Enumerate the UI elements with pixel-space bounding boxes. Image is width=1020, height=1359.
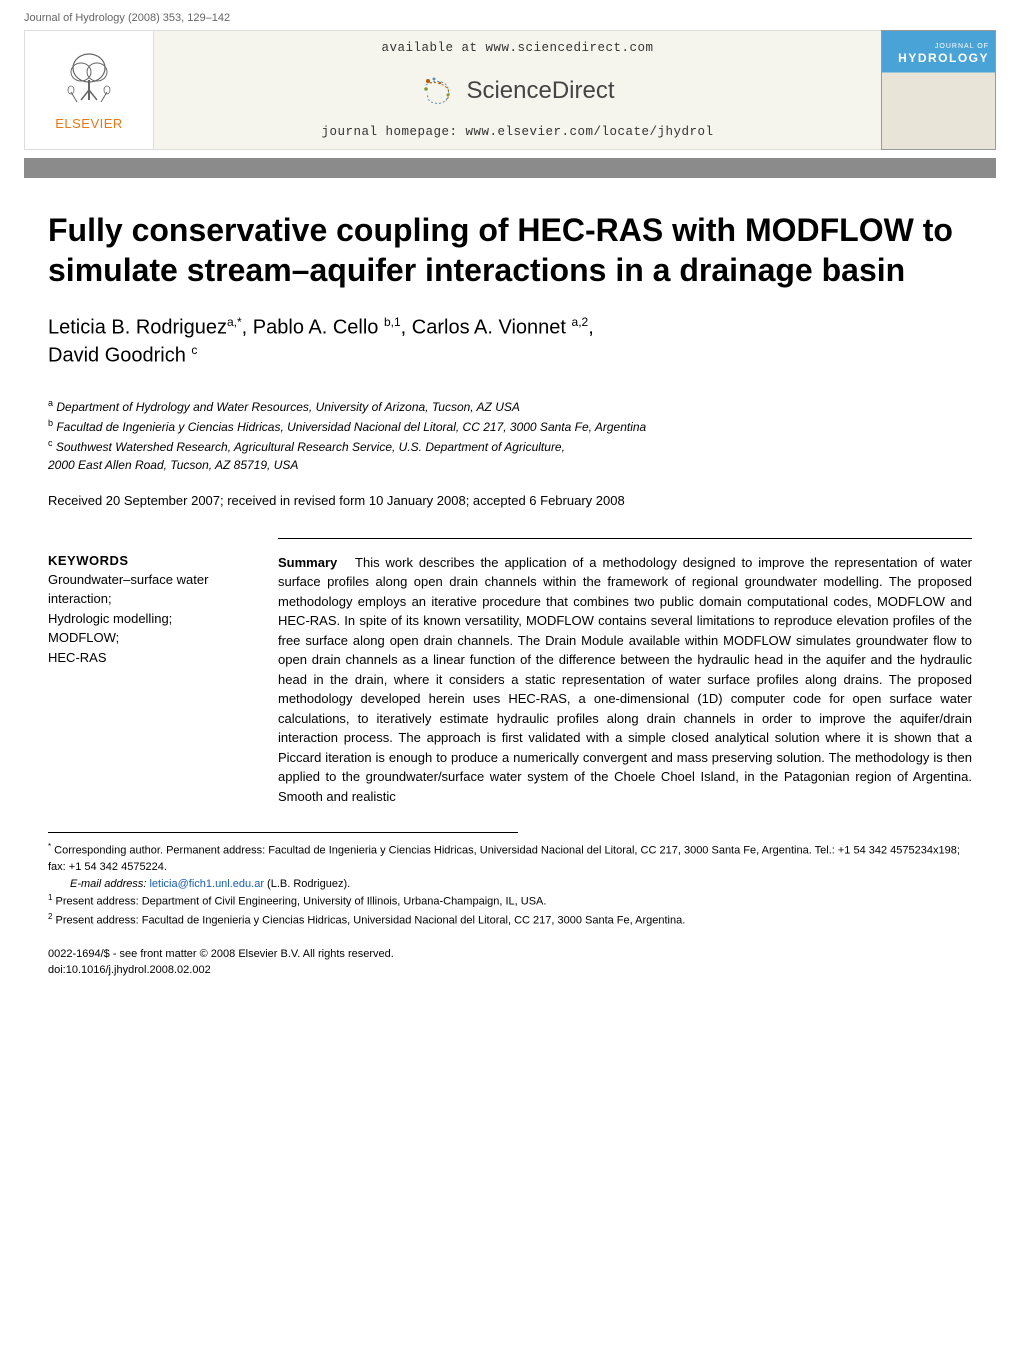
- footnotes: * Corresponding author. Permanent addres…: [48, 832, 518, 928]
- journal-cover-thumbnail: JOURNAL OF HYDROLOGY: [881, 30, 996, 150]
- author-4-sup: c: [191, 343, 197, 357]
- sciencedirect-swirl-icon: [420, 73, 456, 109]
- keywords-column: KEYWORDS Groundwater–surface water inter…: [48, 553, 238, 807]
- author-email-link[interactable]: leticia@fich1.unl.edu.ar: [149, 878, 264, 890]
- footnote-1: 1 Present address: Department of Civil E…: [48, 892, 972, 910]
- author-sep-2: , Carlos A. Vionnet: [401, 317, 572, 339]
- summary-body: This work describes the application of a…: [278, 555, 972, 804]
- separator-bar: [24, 158, 996, 178]
- footnote-1-text: Present address: Department of Civil Eng…: [52, 896, 546, 908]
- email-line: E-mail address: leticia@fich1.unl.edu.ar…: [48, 876, 972, 893]
- footnote-2-text: Present address: Facultad de Ingenieria …: [52, 914, 685, 926]
- copyright-line: 0022-1694/$ - see front matter © 2008 El…: [48, 947, 972, 963]
- sciencedirect-text: ScienceDirect: [466, 77, 614, 105]
- author-1: Leticia B. Rodriguez: [48, 317, 227, 339]
- author-3-sup: a,2: [572, 315, 589, 329]
- available-at-line: available at www.sciencedirect.com: [381, 41, 653, 55]
- cover-journal-of: JOURNAL OF: [888, 43, 989, 51]
- article-title: Fully conservative coupling of HEC-RAS w…: [48, 210, 972, 290]
- elsevier-label: ELSEVIER: [55, 116, 123, 131]
- banner-center: available at www.sciencedirect.com Scien…: [154, 30, 881, 150]
- corr-text: Corresponding author. Permanent address:…: [48, 845, 960, 874]
- elsevier-logo-box: ELSEVIER: [24, 30, 154, 150]
- abstract-block: KEYWORDS Groundwater–surface water inter…: [48, 553, 972, 807]
- affil-c-text: Southwest Watershed Research, Agricultur…: [53, 440, 565, 454]
- doi-line: doi:10.1016/j.jhydrol.2008.02.002: [48, 963, 972, 979]
- email-tail: (L.B. Rodriguez).: [264, 878, 350, 890]
- affil-c: c Southwest Watershed Research, Agricult…: [48, 437, 972, 457]
- keywords-list: Groundwater–surface water interaction; H…: [48, 570, 238, 668]
- affiliations: a Department of Hydrology and Water Reso…: [48, 397, 972, 474]
- author-sep-1: , Pablo A. Cello: [242, 317, 384, 339]
- running-header: Journal of Hydrology (2008) 353, 129–142: [0, 0, 1020, 30]
- journal-banner: ELSEVIER available at www.sciencedirect.…: [0, 30, 1020, 158]
- cover-hydrology: HYDROLOGY: [888, 51, 989, 65]
- author-1-sup: a,*: [227, 315, 242, 329]
- homepage-line: journal homepage: www.elsevier.com/locat…: [321, 125, 713, 139]
- footnote-2: 2 Present address: Facultad de Ingenieri…: [48, 911, 972, 929]
- author-4: David Goodrich: [48, 344, 191, 366]
- summary-heading: Summary: [278, 555, 337, 570]
- journal-citation: Journal of Hydrology (2008) 353, 129–142: [24, 12, 230, 24]
- affil-a: a Department of Hydrology and Water Reso…: [48, 397, 972, 417]
- affil-b: b Facultad de Ingenieria y Ciencias Hidr…: [48, 417, 972, 437]
- article-dates: Received 20 September 2007; received in …: [48, 493, 972, 508]
- author-list: Leticia B. Rodrigueza,*, Pablo A. Cello …: [48, 314, 972, 369]
- article-content: Fully conservative coupling of HEC-RAS w…: [0, 210, 1020, 929]
- author-sep-3: ,: [588, 317, 594, 339]
- affil-c-line2: 2000 East Allen Road, Tucson, AZ 85719, …: [48, 456, 972, 475]
- corr-author-note: * Corresponding author. Permanent addres…: [48, 841, 972, 876]
- affil-b-text: Facultad de Ingenieria y Ciencias Hidric…: [53, 420, 646, 434]
- sciencedirect-logo: ScienceDirect: [420, 73, 614, 109]
- cover-title: JOURNAL OF HYDROLOGY: [888, 43, 989, 66]
- keywords-heading: KEYWORDS: [48, 553, 238, 568]
- summary-column: Summary This work describes the applicat…: [278, 553, 972, 807]
- affil-a-text: Department of Hydrology and Water Resour…: [53, 400, 520, 414]
- email-label: E-mail address:: [70, 878, 149, 890]
- author-2-sup: b,1: [384, 315, 401, 329]
- bottom-metadata: 0022-1694/$ - see front matter © 2008 El…: [0, 929, 1020, 999]
- elsevier-tree-icon: [59, 50, 119, 110]
- abstract-rule: [278, 538, 972, 539]
